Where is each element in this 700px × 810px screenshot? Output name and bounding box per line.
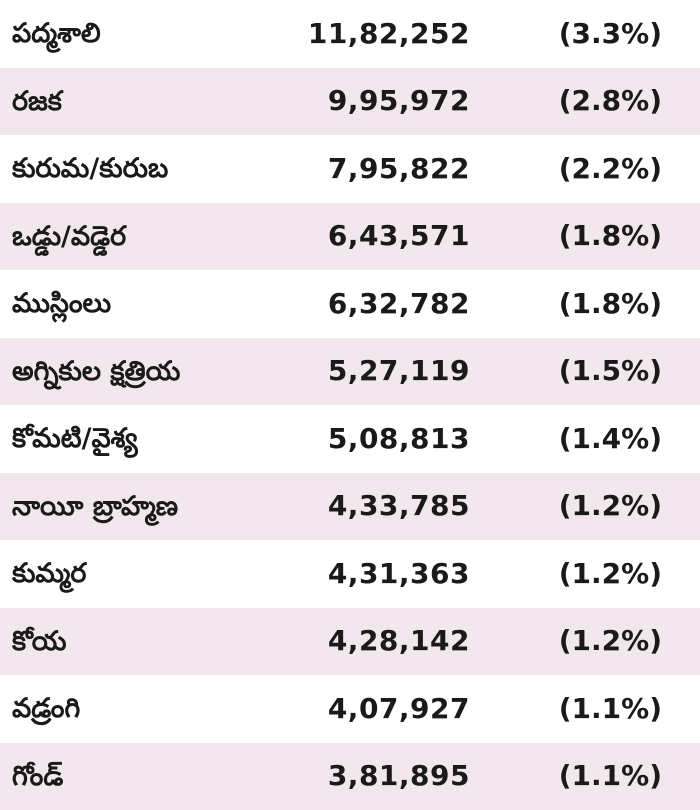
caste-name: ముస్లింలు [12, 288, 112, 320]
population-share: (2.8%) [558, 84, 662, 118]
caste-name: కోమటి/వైశ్య [12, 423, 138, 455]
population-share: (2.2%) [558, 151, 662, 185]
caste-name: అగ్నికుల క్షత్రియ [12, 355, 181, 387]
population-share: (1.2%) [558, 556, 662, 590]
caste-name: గోండ్ [12, 760, 64, 792]
population-value: 6,32,782 [327, 286, 470, 320]
caste-name: నాయీ బ్రాహ్మణ [12, 490, 178, 522]
table-row: వడ్రంగి 4,07,927 (1.1%) [0, 675, 700, 743]
population-value: 9,95,972 [327, 84, 470, 118]
table-row: గోండ్ 3,81,895 (1.1%) [0, 742, 700, 810]
table-row: కోయ 4,28,142 (1.2%) [0, 607, 700, 675]
caste-name: పద్మశాలి [12, 18, 101, 50]
table-row: నాయీ బ్రాహ్మణ 4,33,785 (1.2%) [0, 472, 700, 540]
population-share: (1.8%) [558, 286, 662, 320]
caste-name: వడ్రంగి [12, 693, 81, 725]
population-value: 4,07,927 [327, 691, 470, 725]
population-value: 5,08,813 [327, 421, 470, 455]
population-value: 7,95,822 [327, 151, 470, 185]
table-row: ఒడ్డు/వడ్డెర 6,43,571 (1.8%) [0, 202, 700, 270]
population-share: (3.3%) [558, 16, 662, 50]
table-row: అగ్నికుల క్షత్రియ 5,27,119 (1.5%) [0, 337, 700, 405]
caste-name: ఒడ్డు/వడ్డెర [12, 220, 127, 252]
caste-name: కోయ [12, 625, 67, 657]
population-share: (1.4%) [558, 421, 662, 455]
table-row: ముస్లింలు 6,32,782 (1.8%) [0, 270, 700, 338]
table-row: రజక 9,95,972 (2.8%) [0, 67, 700, 135]
caste-name: కురుమ/కురుబ [12, 153, 169, 185]
population-share: (1.1%) [558, 759, 662, 793]
population-value: 4,28,142 [327, 624, 470, 658]
caste-name: రజక [12, 85, 62, 117]
population-value: 3,81,895 [327, 759, 470, 793]
table-row: కోమటి/వైశ్య 5,08,813 (1.4%) [0, 405, 700, 473]
population-share: (1.8%) [558, 219, 662, 253]
caste-name: కుమ్మర [12, 558, 87, 590]
population-share: (1.1%) [558, 691, 662, 725]
population-share: (1.5%) [558, 354, 662, 388]
population-value: 6,43,571 [327, 219, 470, 253]
population-share: (1.2%) [558, 489, 662, 523]
table-row: కురుమ/కురుబ 7,95,822 (2.2%) [0, 135, 700, 203]
population-value: 5,27,119 [327, 354, 470, 388]
population-value: 4,31,363 [327, 556, 470, 590]
table-row: కుమ్మర 4,31,363 (1.2%) [0, 540, 700, 608]
population-value: 4,33,785 [327, 489, 470, 523]
table-row: పద్మశాలి 11,82,252 (3.3%) [0, 0, 700, 68]
population-value: 11,82,252 [307, 16, 470, 50]
population-share: (1.2%) [558, 624, 662, 658]
